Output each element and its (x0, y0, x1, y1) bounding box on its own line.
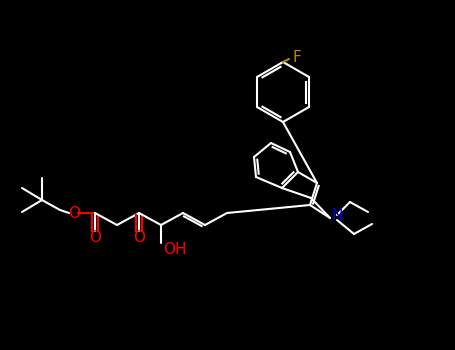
Text: O: O (68, 205, 80, 220)
Text: O: O (89, 231, 101, 245)
Text: O: O (133, 231, 145, 245)
Text: F: F (293, 50, 301, 65)
Text: OH: OH (163, 243, 187, 258)
Text: N: N (331, 208, 343, 223)
